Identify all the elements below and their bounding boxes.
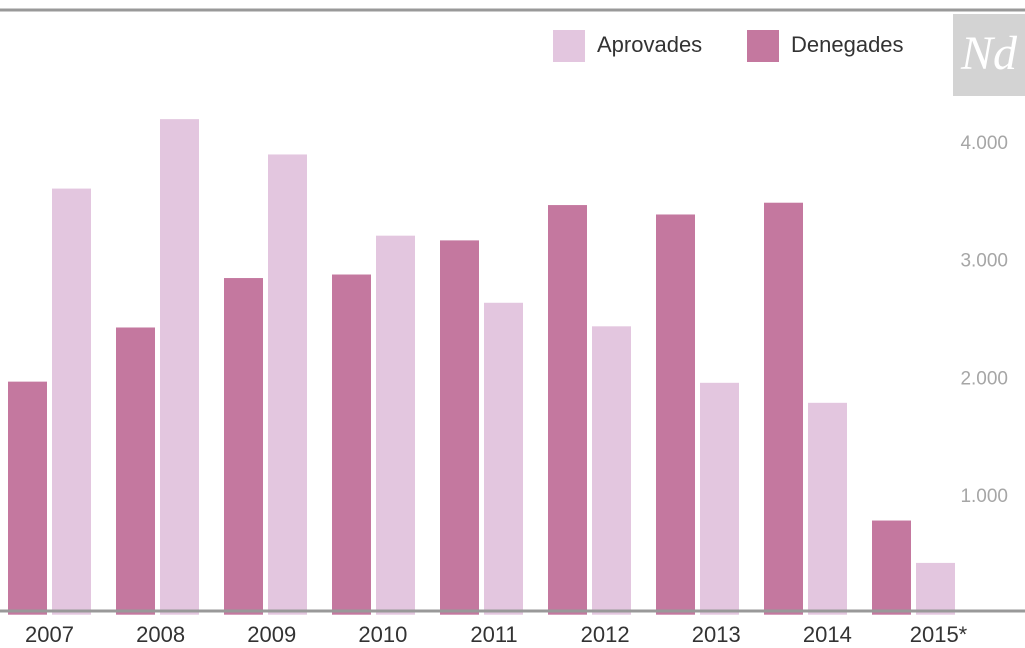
y-tick-label: 1.000 [960,486,1008,507]
bar [700,382,739,615]
x-tick-label: 2011 [470,622,517,647]
bar [872,520,911,615]
x-tick-label: 2007 [25,622,74,647]
bar [440,240,479,615]
legend-swatch [553,30,585,62]
legend-label: Aprovades [597,32,702,57]
bar [116,327,155,615]
logo: Nd [960,27,1018,80]
legend-label: Denegades [791,32,904,57]
bar [332,274,371,615]
x-tick-label: 2010 [358,622,407,647]
bar [808,402,847,615]
y-tick-label: 3.000 [960,251,1008,272]
bar [160,119,199,615]
x-tick-label: 2008 [136,622,185,647]
bar [8,381,47,615]
x-tick-label: 2009 [247,622,296,647]
bar [764,202,803,615]
x-tick-label: 2015* [910,622,968,647]
y-tick-label: 4.000 [960,133,1008,154]
bar [268,154,307,615]
y-tick-label: 2.000 [960,368,1008,389]
legend-swatch [747,30,779,62]
x-tick-label: 2013 [692,622,741,647]
logo-box [953,14,1025,96]
x-tick-label: 2014 [803,622,852,647]
bar [592,326,631,615]
bar [224,278,263,615]
bar [656,214,695,615]
bar [548,205,587,615]
bar [484,302,523,615]
x-tick-label: 2012 [581,622,630,647]
bar [916,562,955,615]
bar [376,235,415,615]
bar [52,188,91,615]
